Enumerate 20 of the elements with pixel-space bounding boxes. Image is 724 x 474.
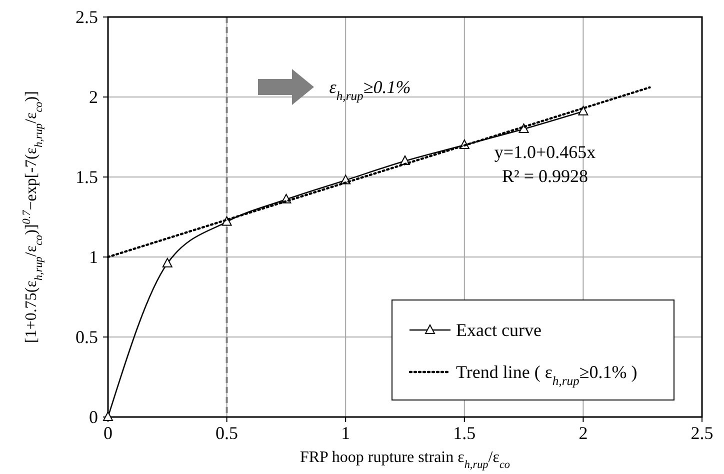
x-tick-label: 1 [341, 423, 350, 443]
y-tick-label: 1 [89, 247, 98, 267]
legend-label: Trend line ( ε$_{h,rup}$≥0.1% ) [456, 362, 638, 388]
annotation: y=1.0+0.465x [494, 142, 596, 162]
x-tick-label: 0.5 [216, 423, 238, 443]
y-tick-label: 1.5 [76, 167, 98, 187]
point [578, 106, 588, 116]
y-tick-label: 0 [89, 407, 98, 427]
x-tick-label: 1.5 [453, 423, 476, 443]
y-tick-label: 0.5 [76, 327, 98, 347]
legend-label: Exact curve [456, 320, 542, 340]
x-tick-label: 0 [104, 423, 112, 443]
x-tick-label: 2 [578, 423, 588, 443]
annotation: R² = 0.9928 [502, 166, 588, 186]
point [162, 258, 172, 268]
y-tick-label: 2 [89, 87, 98, 107]
x-axis-title: FRP hoop rupture strain ε$_{h,rup}$/ε$_{co}$ [300, 449, 510, 471]
annotation: ε$_{h,rup}$≥0.1% [329, 77, 411, 103]
x-tick-label: 2.5 [690, 423, 714, 443]
y-tick-label: 2.5 [76, 7, 98, 27]
